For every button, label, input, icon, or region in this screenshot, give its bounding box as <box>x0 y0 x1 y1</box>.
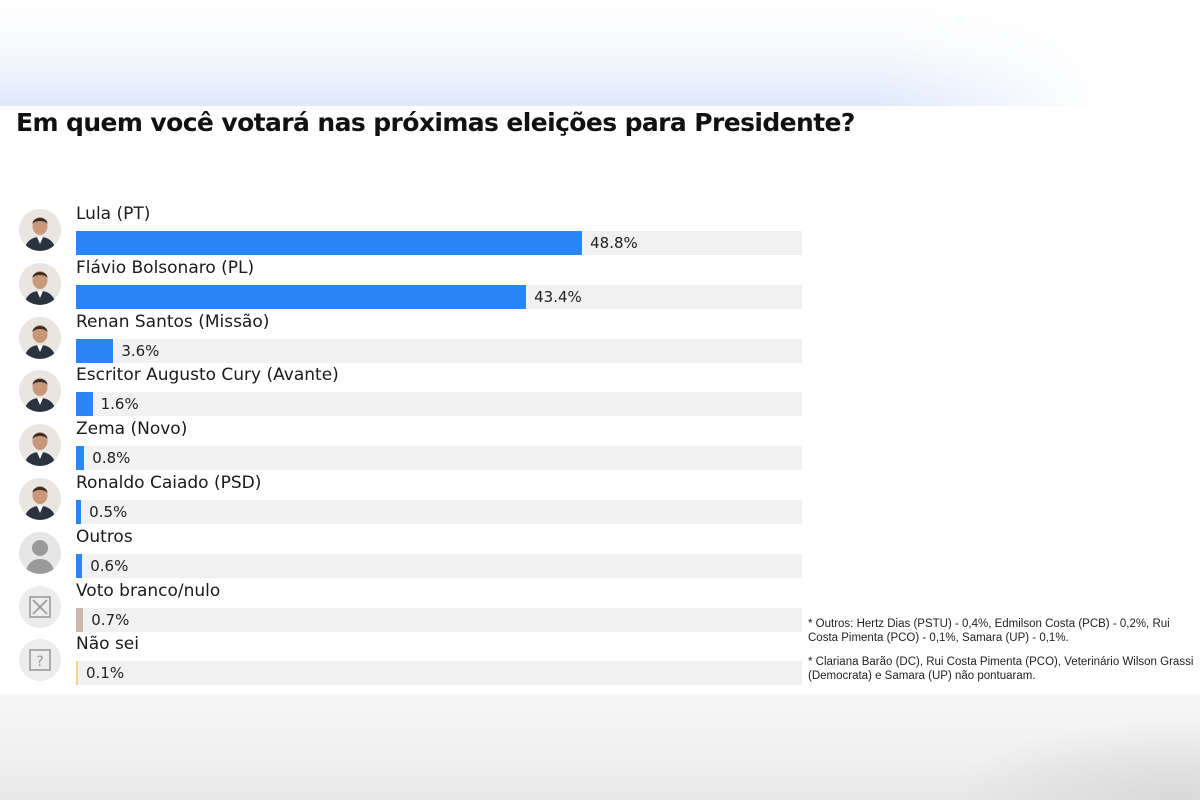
category-label: Lula (PT) <box>76 204 151 224</box>
bar <box>76 607 84 632</box>
bar-track <box>76 338 802 363</box>
person-photo-icon <box>19 424 61 467</box>
value-label: 43.4% <box>534 287 582 306</box>
person-photo-icon <box>19 316 61 359</box>
chart-title: Em quem você votará nas próximas eleiçõe… <box>16 108 855 137</box>
chart-row: ? Não sei 0.1% <box>0 634 810 691</box>
chart-row: Zema (Novo) 0.8% <box>0 419 810 476</box>
bar <box>76 392 93 417</box>
category-label: Voto branco/nulo <box>76 580 221 601</box>
value-label: 1.6% <box>100 395 139 414</box>
chart-row: Outros 0.6% <box>0 526 810 584</box>
value-label: 48.8% <box>590 234 638 252</box>
category-label: Renan Santos (Missão) <box>76 311 270 332</box>
bar-track <box>76 284 802 309</box>
category-label: Não sei <box>76 634 139 655</box>
chart-row: Ronaldo Caiado (PSD) 0.5% <box>0 473 810 530</box>
bar <box>76 661 78 686</box>
top-gradient-band <box>0 0 1200 106</box>
bar-track <box>76 553 802 578</box>
chart-row: Flávio Bolsonaro (PL) 43.4% <box>0 257 810 315</box>
person-photo-icon <box>19 370 61 413</box>
bar <box>76 284 527 309</box>
bar <box>76 500 82 524</box>
question-box-icon: ? <box>19 639 61 682</box>
category-label: Outros <box>76 526 133 547</box>
bar-track <box>76 661 802 686</box>
value-label: 0.7% <box>91 610 130 629</box>
value-label: 0.6% <box>90 556 129 575</box>
cross-box-icon <box>19 585 61 628</box>
footnote-no-score: * Clariana Barão (DC), Rui Costa Pimenta… <box>808 656 1194 682</box>
chart-row: Voto branco/nulo 0.7% <box>0 580 810 638</box>
value-label: 0.5% <box>89 503 128 521</box>
chart-row: Renan Santos (Missão) 3.6% <box>0 311 810 369</box>
bar-track <box>76 446 802 471</box>
bar-track <box>76 607 802 632</box>
bar-track <box>76 392 802 417</box>
bar <box>76 231 583 255</box>
bar-track <box>76 500 802 524</box>
category-label: Ronaldo Caiado (PSD) <box>76 473 262 493</box>
person-photo-icon <box>19 478 61 520</box>
footnote-outros: * Outros: Hertz Dias (PSTU) - 0,4%, Edmi… <box>808 618 1170 644</box>
footnotes: * Outros: Hertz Dias (PSTU) - 0,4%, Edmi… <box>808 618 1200 694</box>
svg-text:?: ? <box>36 654 43 670</box>
bar <box>76 338 114 363</box>
bar <box>76 553 83 578</box>
category-label: Zema (Novo) <box>76 419 188 440</box>
generic-person-icon <box>19 531 61 574</box>
bottom-gradient-band <box>0 694 1200 800</box>
category-label: Flávio Bolsonaro (PL) <box>76 257 255 278</box>
person-photo-icon <box>19 209 61 251</box>
value-label: 3.6% <box>121 341 160 360</box>
value-label: 0.1% <box>86 664 125 683</box>
category-label: Escritor Augusto Cury (Avante) <box>76 365 339 386</box>
value-label: 0.8% <box>92 449 131 468</box>
chart-row: Escritor Augusto Cury (Avante) 1.6% <box>0 365 810 422</box>
bar <box>76 446 85 471</box>
bar-track <box>76 231 802 255</box>
chart-row: Lula (PT) 48.8% <box>0 204 810 261</box>
person-photo-icon <box>19 262 61 305</box>
